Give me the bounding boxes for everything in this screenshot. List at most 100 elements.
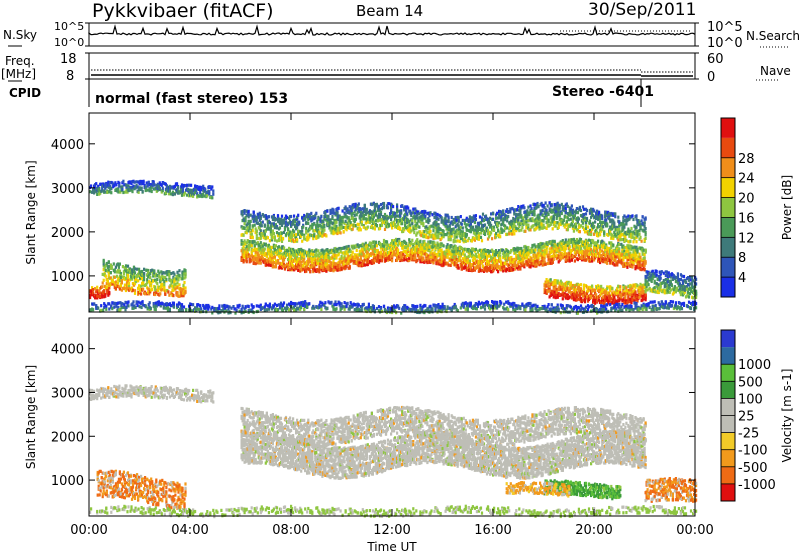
data-cell (265, 262, 268, 266)
data-cell (553, 239, 556, 243)
data-cell (558, 244, 561, 248)
data-cell (446, 231, 449, 235)
data-cell (268, 239, 271, 243)
data-cell (326, 262, 329, 266)
data-cell (199, 191, 202, 195)
data-cell (251, 229, 254, 233)
data-cell (107, 288, 110, 292)
data-cell (427, 248, 430, 252)
data-cell (442, 244, 445, 248)
data-cell (359, 207, 362, 211)
data-cell (331, 255, 334, 259)
data-cell (288, 264, 291, 268)
data-cell (462, 249, 465, 253)
data-cell (168, 189, 171, 193)
data-cell (275, 231, 279, 235)
data-cell (583, 242, 587, 246)
data-cell (587, 243, 591, 247)
data-cell (401, 258, 404, 262)
data-cell (294, 253, 297, 257)
data-cell (304, 261, 307, 265)
data-cell (550, 243, 553, 247)
data-cell (183, 191, 187, 195)
data-cell (178, 294, 181, 298)
data-cell (173, 184, 176, 188)
data-cell (446, 255, 449, 259)
data-cell (164, 292, 167, 296)
data-cell (102, 262, 105, 266)
data-cell (364, 211, 367, 215)
data-cell (250, 252, 253, 256)
data-cell (259, 241, 262, 245)
data-cell (354, 217, 357, 222)
data-cell (412, 242, 415, 246)
data-cell (278, 226, 282, 230)
data-cell (163, 192, 166, 196)
data-cell (323, 225, 326, 229)
data-cell (154, 285, 157, 289)
data-cell (133, 291, 137, 295)
data-cell (112, 262, 115, 266)
data-cell (108, 286, 111, 290)
data-cell (170, 282, 173, 286)
data-cell (263, 251, 266, 255)
data-cell (209, 185, 212, 189)
data-cell (99, 191, 102, 195)
data-cell (319, 219, 322, 223)
data-cell (297, 213, 300, 217)
data-cell (325, 269, 328, 273)
data-cell (125, 183, 128, 187)
data-cell (450, 232, 453, 236)
data-cell (347, 250, 350, 254)
data-cell (124, 269, 128, 273)
data-cell (312, 250, 315, 254)
data-cell (249, 219, 252, 223)
data-cell (551, 260, 554, 264)
data-cell (495, 249, 498, 253)
data-cell (270, 256, 273, 260)
data-cell (302, 267, 305, 271)
data-cell (491, 263, 494, 267)
data-cell (307, 218, 310, 222)
data-cell (345, 245, 348, 249)
data-cell (437, 233, 440, 237)
data-cell (212, 189, 215, 193)
data-cell (159, 292, 162, 296)
data-cell (473, 257, 476, 261)
data-cell (137, 188, 140, 192)
data-cell (355, 207, 358, 211)
data-cell (253, 223, 256, 227)
data-cell (312, 257, 315, 261)
data-cell (551, 239, 554, 243)
data-cell (431, 248, 434, 252)
data-cell (362, 261, 365, 265)
data-cell (376, 249, 379, 253)
data-cell (171, 192, 174, 197)
data-cell (454, 245, 457, 249)
data-cell (136, 185, 139, 189)
data-cell (638, 260, 641, 264)
data-cell (110, 266, 113, 270)
data-cell (416, 258, 419, 262)
data-cell (133, 180, 136, 184)
data-cell (154, 288, 157, 292)
data-cell (124, 264, 128, 268)
data-cell (252, 210, 255, 214)
data-cell (161, 186, 164, 190)
data-cell (346, 251, 349, 256)
data-cell (388, 202, 391, 206)
data-cell (278, 222, 282, 226)
data-cell (335, 254, 338, 258)
data-cell (119, 271, 122, 276)
data-cell (122, 190, 125, 195)
data-cell (335, 224, 338, 228)
data-cell (313, 233, 316, 237)
data-cell (490, 255, 493, 259)
data-cell (167, 192, 170, 196)
data-cell (408, 256, 411, 260)
data-cell (396, 207, 399, 211)
data-cell (326, 209, 329, 213)
data-cell (435, 259, 438, 263)
data-cell (303, 254, 306, 258)
